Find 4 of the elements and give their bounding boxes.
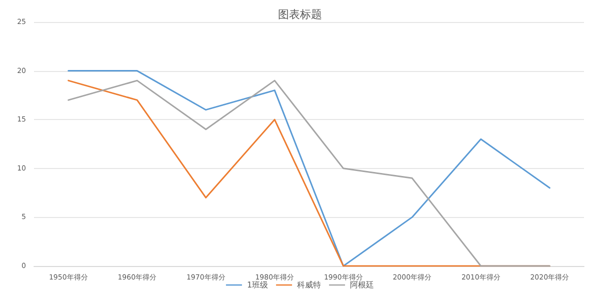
legend-label: 1班级 — [246, 280, 268, 290]
chart-title: 图表标题 — [278, 8, 322, 21]
legend-label: 阿根廷 — [350, 280, 374, 290]
legend-label: 科威特 — [297, 280, 322, 290]
